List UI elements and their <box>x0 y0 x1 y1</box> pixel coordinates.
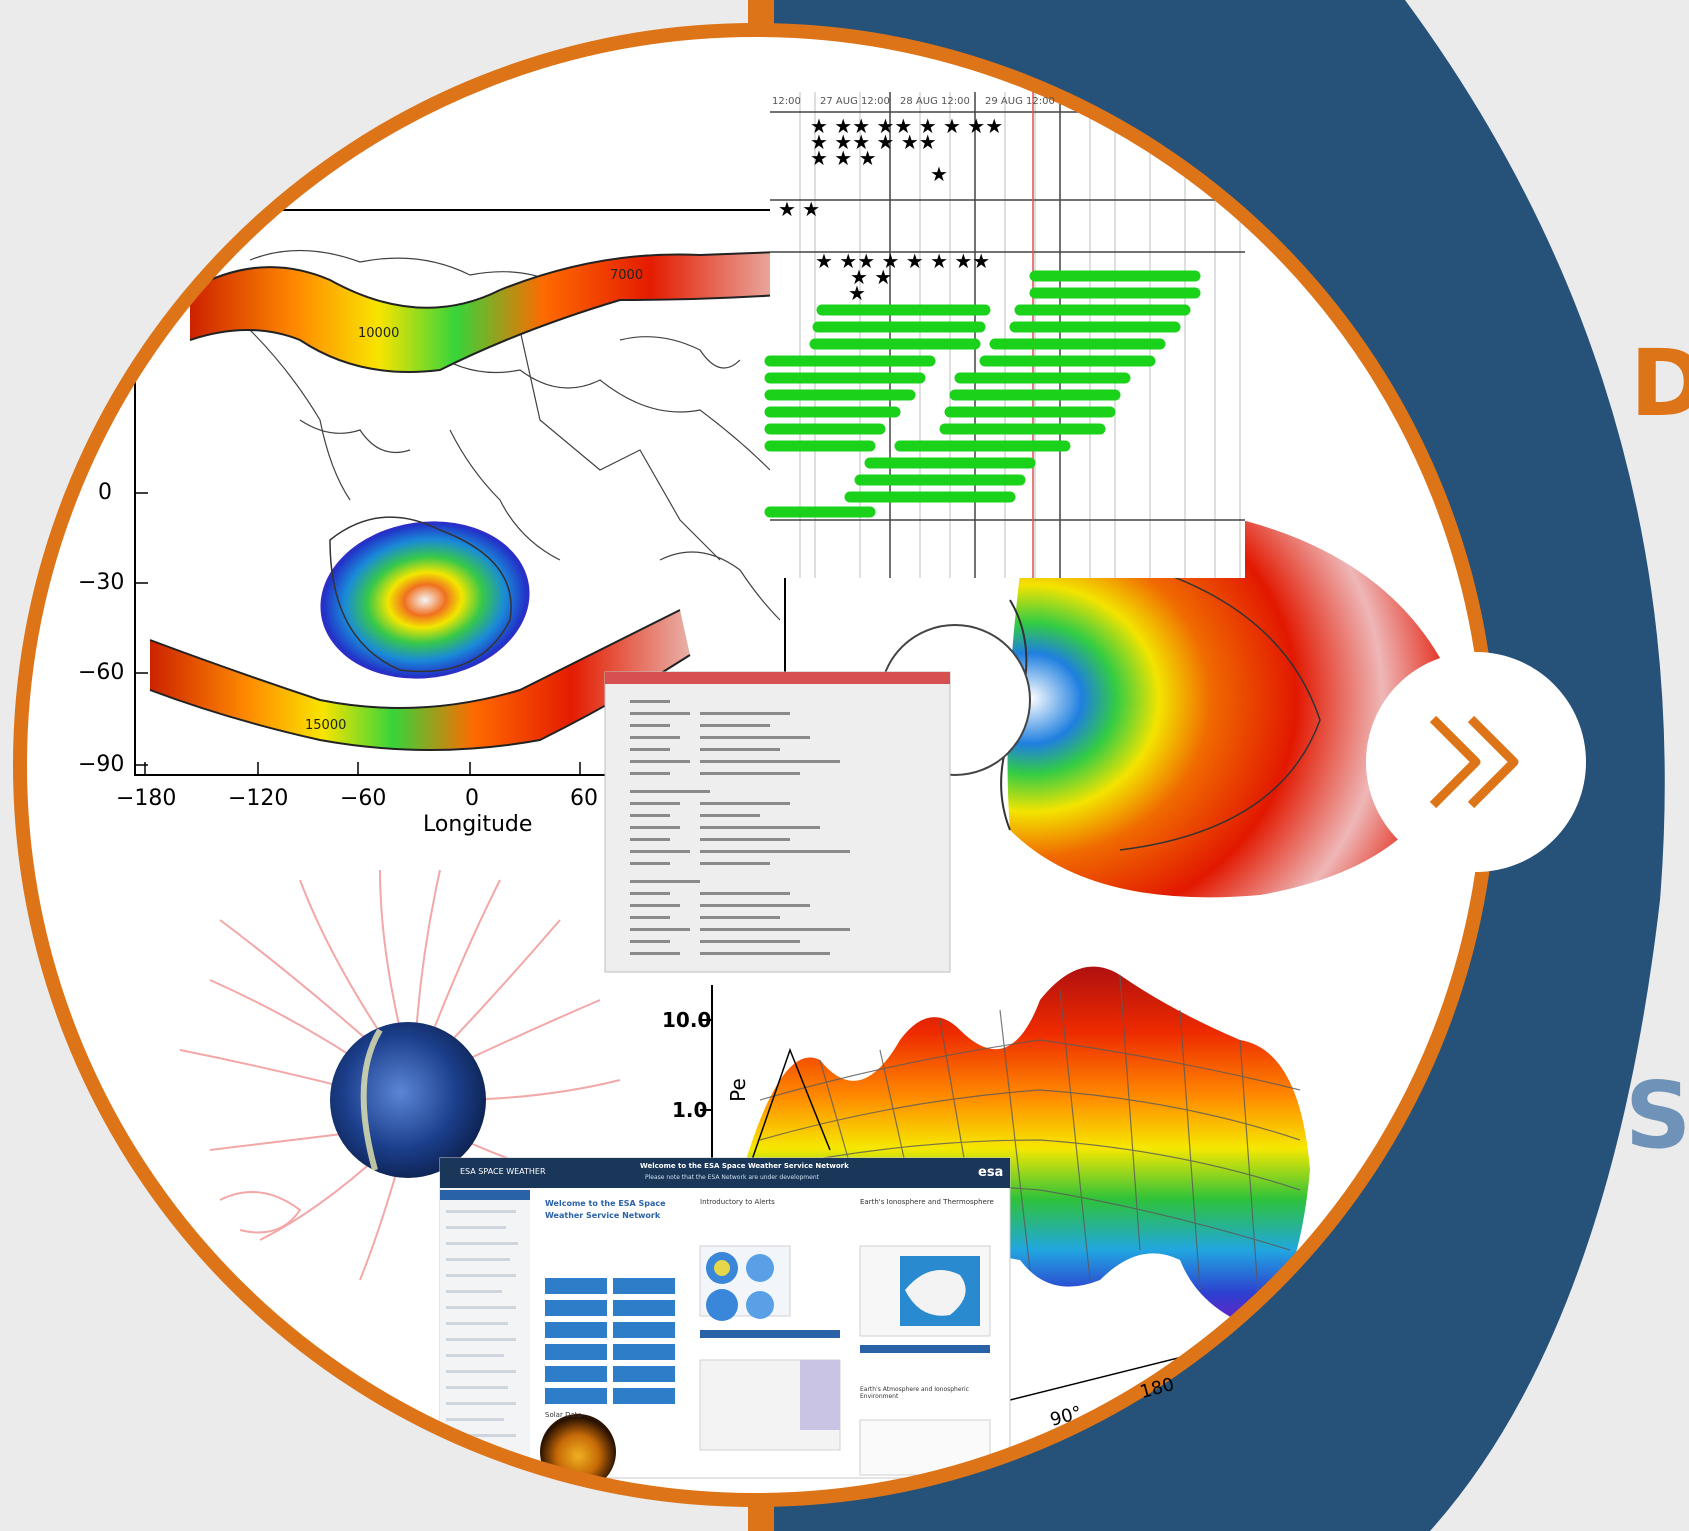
map-x-axis-label: Longitude <box>423 812 533 837</box>
map-x-tick: 60 <box>570 786 598 811</box>
ionogram-panel <box>604 671 951 973</box>
svg-text:★ ★: ★ ★ <box>850 265 892 289</box>
letter-d: D <box>1630 330 1689 437</box>
timeline-header: 12:00 27 AUG 12:00 28 AUG 12:00 29 AUG 1… <box>770 96 1245 110</box>
map-y-tick: −30 <box>78 570 125 595</box>
log-y-tick: 10.0 <box>662 1008 712 1032</box>
website-text: ESA SPACE WEATHER Welcome to the ESA Spa… <box>440 1158 1010 1478</box>
timeline-date-header: 28 AUG 12:00 <box>900 96 970 107</box>
surface-axis-label: 90° <box>1047 1402 1085 1431</box>
website-header-title: Welcome to the ESA Space Weather Service… <box>640 1162 849 1170</box>
svg-text:★: ★ <box>848 281 866 305</box>
timeline-date-header: 27 AUG 12:00 <box>820 96 890 107</box>
map-x-tick: −120 <box>228 786 289 811</box>
timeline-date-header: 12:00 <box>772 96 801 107</box>
esa-logo: esa <box>978 1165 1004 1180</box>
log-axis-panel <box>700 985 713 1170</box>
svg-text:★: ★ <box>930 162 948 186</box>
timeline-date-header: 29 AUG 12:00 <box>985 96 1055 107</box>
ionosphere-title: Earth's Ionosphere and Thermosphere <box>860 1198 994 1206</box>
next-button[interactable] <box>1366 652 1586 872</box>
contour-label: 10000 <box>358 326 400 341</box>
letter-s: S <box>1625 1062 1689 1169</box>
intro-alerts-title: Introductory to Alerts <box>700 1198 775 1206</box>
log-y-tick: 1.0 <box>672 1098 708 1122</box>
welcome-title: Welcome to the ESA Space Weather Service… <box>545 1199 666 1220</box>
svg-text:★ ★ ★: ★ ★ ★ <box>810 146 877 170</box>
solar-data-heading: Solar Data <box>545 1411 582 1419</box>
orange-top-bar <box>748 0 774 32</box>
ionosphere-subtitle: Earth's Atmosphere and Ionospheric Envir… <box>860 1386 969 1400</box>
svg-text:★ ★★ ★★ ★ ★ ★★: ★ ★★ ★★ ★ ★ ★★ <box>810 114 1003 138</box>
map-x-tick: −180 <box>116 786 177 811</box>
map-y-tick: 0 <box>98 480 112 505</box>
map-x-tick: −60 <box>340 786 387 811</box>
double-chevron-right-icon <box>1421 707 1531 817</box>
website-header-left: ESA SPACE WEATHER <box>460 1167 546 1176</box>
map-y-tick: −60 <box>78 660 125 685</box>
timeline-panel: ★ ★★ ★★ ★ ★ ★★ ★ ★★ ★ ★★ ★ ★ ★ ★ ★ ★ ★ ★… <box>764 92 1245 578</box>
website-panel <box>439 1157 1011 1490</box>
log-axis-label: Pe <box>725 1078 750 1102</box>
svg-text:★ ★★ ★ ★★: ★ ★★ ★ ★★ <box>810 130 937 154</box>
map-x-tick: 0 <box>465 786 479 811</box>
svg-text:★ ★: ★ ★ <box>778 197 820 221</box>
website-header-subtitle: Please note that the ESA Network are und… <box>645 1174 819 1181</box>
orange-bottom-bar <box>748 1496 774 1531</box>
contour-label: 7000 <box>610 268 644 283</box>
contour-label: 15000 <box>305 718 347 733</box>
svg-text:★ ★★ ★ ★ ★ ★★: ★ ★★ ★ ★ ★ ★★ <box>815 249 990 273</box>
map-y-tick: −90 <box>78 752 125 777</box>
surface-plot-panel <box>740 966 1310 1401</box>
surface-axis-label: 180 <box>1137 1373 1177 1404</box>
